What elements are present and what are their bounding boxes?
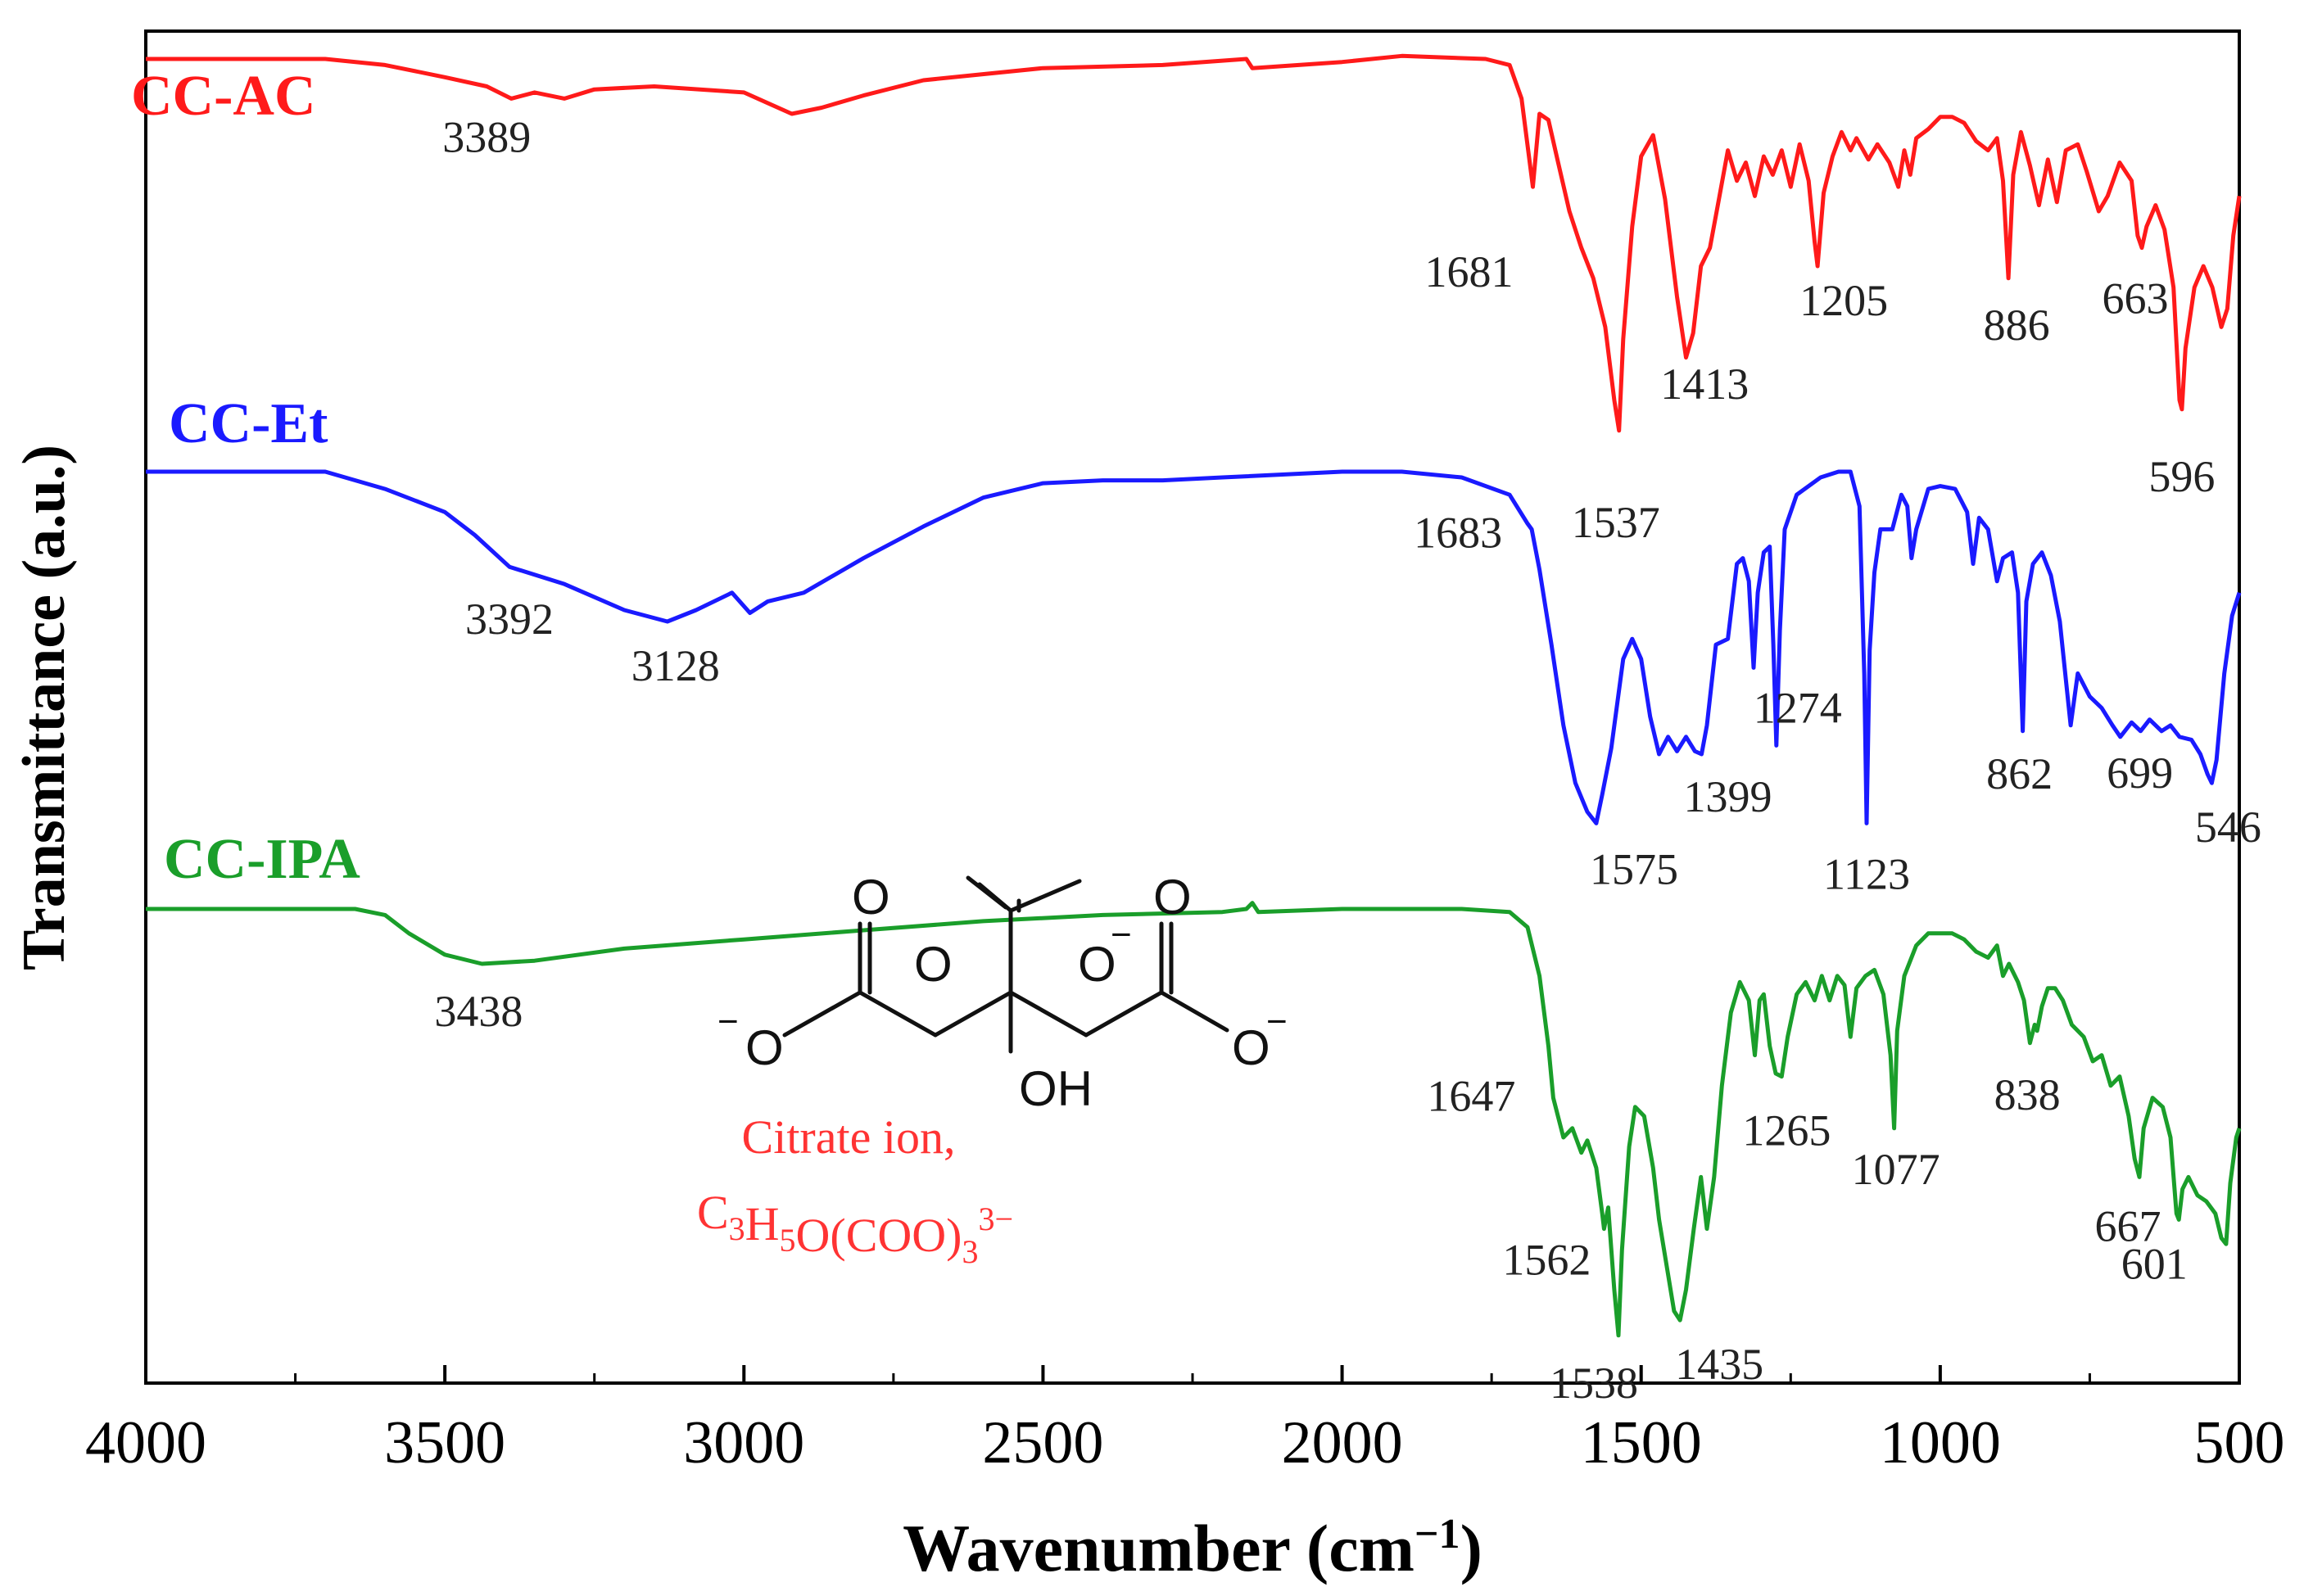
bond [1008, 990, 1089, 1038]
formula-part: 3 [729, 1210, 745, 1247]
peak-label: 1435 [1675, 1340, 1763, 1389]
spectra-traces [146, 53, 2242, 1338]
series-label-cc-ac: CC-AC [131, 65, 316, 128]
bond [1084, 990, 1164, 1038]
bond [966, 875, 1008, 910]
bond [933, 990, 1013, 1038]
molecule-formula: C3H5O(COO)33− [697, 1186, 1013, 1270]
atom-oh: OH [1019, 1061, 1093, 1116]
formula-part: H [745, 1197, 780, 1250]
peak-label: 838 [1994, 1070, 2061, 1119]
molecule-name: Citrate ion, [742, 1110, 956, 1164]
trace-cc-ipa [146, 901, 2242, 1338]
x-tick-label: 1500 [1581, 1409, 1702, 1476]
x-tick-label: 3000 [683, 1409, 804, 1476]
atom-o-minus-left: O [745, 1020, 784, 1075]
x-tick-label: 3500 [384, 1409, 505, 1476]
series-labels: CC-AC CC-Et CC-IPA [131, 65, 360, 891]
series-label-cc-ipa: CC-IPA [164, 828, 360, 891]
formula-part: C [697, 1186, 729, 1239]
peak-label: 886 [1984, 301, 2050, 350]
peak-label: 1274 [1754, 683, 1842, 732]
peak-label: 663 [2102, 274, 2168, 323]
x-tick-label: 4000 [85, 1409, 206, 1476]
peak-label: 1265 [1742, 1106, 1831, 1155]
peak-label: 3392 [465, 595, 554, 644]
peak-label: 667 [2095, 1201, 2161, 1250]
x-tick-label: 2000 [1282, 1409, 1403, 1476]
bond [1008, 879, 1082, 913]
peak-label: 1205 [1799, 276, 1888, 325]
atom-o-carboxyl-left-top: O [852, 870, 890, 925]
x-axis-title: Wavenumber (cm−1) [903, 1511, 1482, 1585]
peak-label: 1123 [1823, 849, 1910, 898]
peak-label: 1575 [1590, 844, 1678, 893]
peak-annotations: 3389 1681 1537 1413 1205 886 663 596 3392 3128 168… [434, 112, 2261, 1407]
peak-label: 699 [2107, 748, 2173, 798]
y-axis-title: Transmittance (a.u.) [11, 445, 78, 970]
peak-label: 1399 [1683, 772, 1772, 821]
x-tick-label: 500 [2194, 1409, 2285, 1476]
atom-o-carboxyl-center-top: O [914, 937, 953, 992]
peak-label: 1538 [1550, 1359, 1638, 1408]
series-label-cc-et: CC-Et [169, 392, 328, 455]
bond [1159, 990, 1229, 1033]
peak-label: 1537 [1572, 498, 1660, 547]
peak-label: 3389 [442, 112, 531, 161]
x-axis-ticks [144, 1365, 2241, 1383]
peak-label: 3438 [434, 987, 523, 1036]
formula-part: 3− [979, 1200, 1014, 1237]
peak-label: 1681 [1425, 247, 1514, 296]
x-axis-title-close: ) [1460, 1511, 1482, 1585]
peak-label: 3128 [631, 641, 720, 690]
peak-label: 546 [2195, 803, 2261, 852]
bond [782, 990, 862, 1038]
charge-right: − [1266, 1001, 1288, 1042]
bond [858, 990, 938, 1038]
citrate-structure [782, 875, 1229, 1054]
atom-o-carboxyl-right-top: O [1153, 870, 1192, 925]
x-axis-title-sup: −1 [1415, 1511, 1460, 1558]
citrate-atoms: O O O O − O − O − OH [717, 870, 1288, 1116]
peak-label: 1562 [1502, 1236, 1591, 1285]
formula-part: 3 [962, 1233, 979, 1270]
formula-part: 5 [780, 1222, 796, 1259]
trace-cc-ac [146, 53, 2242, 433]
charge-center: − [1111, 915, 1132, 955]
peak-label: 601 [2121, 1239, 2188, 1288]
peak-label: 1413 [1660, 359, 1749, 409]
x-axis-tick-labels: 4000 3500 3000 2500 2000 1500 1000 500 [85, 1409, 2285, 1476]
atom-o-minus-right: O [1232, 1020, 1270, 1075]
x-axis-title-main: Wavenumber (cm [903, 1511, 1415, 1585]
peak-label: 1683 [1414, 508, 1502, 557]
peak-label: 1077 [1852, 1145, 1940, 1194]
peak-label: 1647 [1427, 1072, 1515, 1121]
formula-part: O(COO) [796, 1209, 962, 1262]
x-tick-label: 1000 [1880, 1409, 2001, 1476]
peak-label: 596 [2148, 452, 2215, 501]
peak-label: 862 [1986, 749, 2053, 798]
atom-o-minus-center: O [1078, 937, 1116, 992]
x-tick-label: 2500 [982, 1409, 1103, 1476]
trace-cc-et [146, 469, 2242, 825]
charge-left: − [717, 1001, 739, 1042]
